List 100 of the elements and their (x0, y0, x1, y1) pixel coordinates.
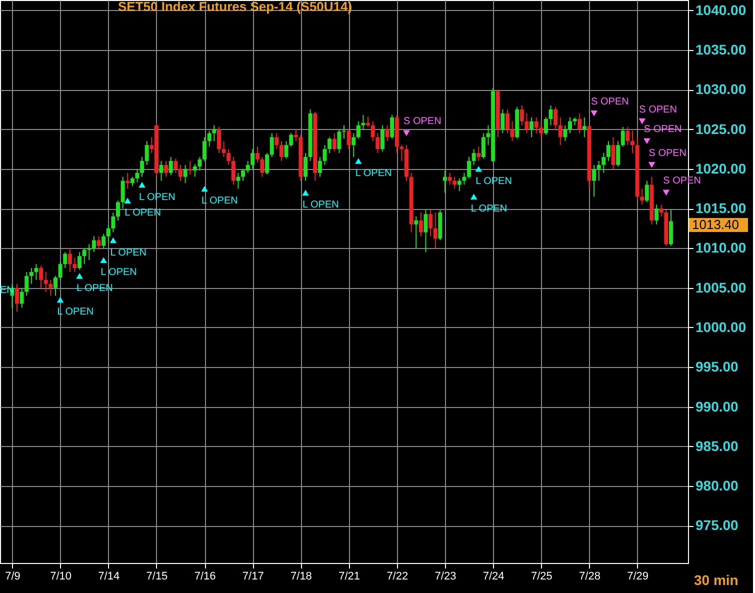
candlestick (130, 176, 134, 187)
candlestick (433, 212, 438, 249)
point (590, 110, 598, 116)
candlestick (216, 126, 221, 154)
candlestick (534, 116, 538, 134)
text: L OPEN (57, 306, 94, 318)
point (201, 186, 208, 192)
candlestick (352, 132, 356, 158)
x-tick-label: 7/22 (386, 570, 408, 582)
text: L OPEN (202, 196, 238, 207)
candlestick (568, 116, 572, 134)
point (302, 190, 309, 196)
candlestick (322, 144, 327, 166)
candlestick (106, 224, 110, 242)
candlestick (530, 116, 534, 138)
candlestick (602, 152, 606, 174)
point (56, 296, 64, 303)
y-tick-label: 1015.00 (696, 200, 746, 216)
candlestick (15, 283, 20, 312)
candlestick (178, 164, 183, 182)
candlestick (361, 114, 366, 130)
candlestick (183, 164, 188, 184)
y-tick-label: 1030.00 (696, 81, 746, 98)
x-tick-label: 7/10 (50, 570, 72, 582)
candlestick (58, 261, 62, 280)
candlestick (366, 116, 370, 128)
candlestick (452, 176, 457, 190)
candlestick (250, 148, 255, 170)
candlestick (53, 275, 58, 296)
candlestick (640, 188, 644, 206)
text: L OPEN (470, 204, 508, 215)
x-tick-label: 7/28 (579, 570, 600, 582)
y-tick-label: 1010.00 (696, 240, 746, 256)
x-tick-label: 7/17 (242, 570, 264, 582)
point (403, 130, 410, 136)
candlestick (284, 140, 288, 160)
candlestick (246, 160, 250, 174)
candlestick (44, 271, 48, 292)
candlestick (198, 156, 202, 171)
candlestick (510, 120, 514, 142)
candlestick (87, 244, 92, 261)
candlestick (265, 152, 270, 175)
candlestick (376, 132, 380, 154)
candlestick (582, 116, 586, 138)
point (638, 118, 646, 124)
candlestick (222, 140, 226, 158)
candlestick (34, 264, 38, 280)
candlestick (346, 128, 351, 150)
candlestick (654, 204, 659, 225)
candlestick (174, 158, 178, 174)
candlestick (606, 140, 610, 162)
candlestick (236, 172, 240, 190)
candlestick (370, 120, 375, 142)
candlestick (241, 168, 246, 182)
x-tick-label: 7/14 (98, 570, 120, 582)
y-tick-label: 1040.00 (696, 2, 746, 18)
candlestick (457, 178, 462, 192)
candlestick (442, 170, 447, 194)
candlestick (356, 120, 360, 140)
candlestick (202, 136, 207, 162)
y-tick-label: 990.00 (696, 398, 739, 414)
text: 1013.40 (692, 217, 739, 232)
y-tick-label: 995.00 (696, 358, 739, 375)
x-tick-label: 7/25 (530, 570, 552, 582)
candlestick (328, 136, 332, 154)
candlestick (424, 210, 428, 253)
candlestick (72, 257, 77, 272)
candlestick (563, 124, 568, 142)
point (76, 273, 83, 279)
candlestick (476, 146, 481, 162)
candlestick (400, 144, 404, 162)
candlestick (385, 124, 390, 142)
candlestick (337, 128, 342, 154)
text: S OPEN (639, 104, 677, 116)
candlestick (188, 160, 192, 175)
candlestick (24, 271, 29, 296)
candlestick (164, 160, 168, 178)
candlestick (467, 156, 472, 179)
candlestick (611, 136, 616, 170)
candlestick (111, 212, 116, 233)
point (110, 237, 117, 244)
y-tick-label: 980.00 (696, 478, 739, 494)
candlestick (231, 156, 236, 186)
candlestick (524, 112, 529, 134)
text: L OPEN (100, 267, 137, 278)
candlestick (226, 148, 231, 166)
candlestick (102, 233, 106, 249)
candlestick (318, 156, 322, 178)
candlestick (462, 172, 466, 186)
candlestick (418, 212, 423, 237)
candlestick (92, 236, 96, 253)
x-tick-label: 7/18 (290, 570, 312, 582)
candlestick (414, 216, 418, 249)
y-tick-label: 975.00 (696, 517, 739, 534)
series-label: S OPEN (644, 124, 682, 136)
candlestick (630, 130, 635, 154)
y-tick-label: 985.00 (696, 438, 739, 454)
candlestick (644, 180, 649, 203)
candlestick (481, 132, 486, 160)
candlestick (120, 176, 125, 210)
